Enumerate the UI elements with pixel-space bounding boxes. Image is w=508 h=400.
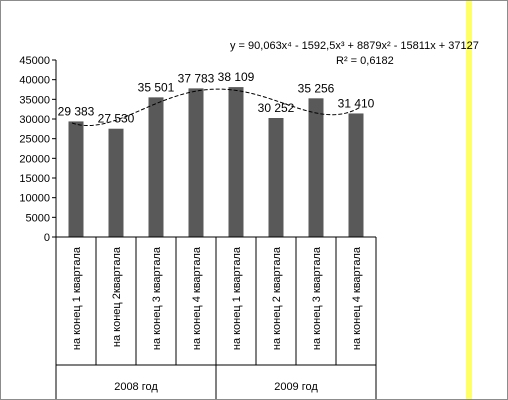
bar (228, 87, 244, 237)
y-tick-label: 10000 (19, 193, 50, 205)
y-tick-label: 15000 (19, 173, 50, 185)
x-tick-label: на конец 3 квартала (311, 246, 323, 350)
bar-value-label: 27 530 (98, 112, 135, 126)
y-tick-label: 35000 (19, 94, 50, 106)
bar (188, 88, 204, 237)
x-tick-label: на конец 1 квартала (231, 246, 243, 350)
y-tick-label: 25000 (19, 134, 50, 146)
bar-value-label: 35 501 (138, 80, 175, 94)
x-group-label: 2009 год (274, 381, 318, 393)
bar-value-label: 35 256 (298, 81, 335, 95)
bar-value-label: 37 783 (178, 71, 215, 85)
bars (68, 87, 364, 237)
x-tick-label: на конец 4 квартала (351, 246, 363, 350)
bar (308, 98, 324, 237)
y-axis: 0 5000 10000 15000 20000 25000 30000 35000 40000… (19, 55, 57, 244)
x-tick-label: на конец 4 квартала (191, 246, 203, 350)
y-tick-label: 30000 (19, 114, 50, 126)
x-tick-label: на конец 2квартала (111, 246, 123, 347)
y-tick-label: 40000 (19, 75, 50, 87)
y-tick-label: 45000 (19, 55, 50, 67)
bar (68, 121, 84, 237)
x-tick-label: на конец 3 квартала (151, 246, 163, 350)
y-tick-label: 0 (44, 232, 50, 244)
trendline-equation: y = 90,063x⁴ - 1592,5x³ + 8879x² - 15811… (230, 40, 479, 52)
bar (348, 113, 364, 237)
y-tick-label: 5000 (26, 212, 50, 224)
y-tick-label: 20000 (19, 153, 50, 165)
bar-value-label: 29 383 (58, 104, 95, 118)
x-tick-label: на конец 2 квартала (271, 246, 283, 350)
x-axis: на конец 1 квартала на конец 2квартала на … (55, 236, 377, 399)
bar (268, 118, 284, 237)
bar-value-label: 30 252 (258, 101, 295, 115)
x-tick-label: на конец 1 квартала (71, 246, 83, 350)
bar (148, 97, 164, 237)
trendline-r-squared: R² = 0,6182 (336, 55, 394, 67)
trendline (71, 88, 361, 127)
bar (108, 128, 124, 237)
x-group-label: 2008 год (114, 381, 158, 393)
right-highlight-stripe (466, 1, 472, 399)
bar-value-label: 38 109 (218, 70, 255, 84)
bar-value-label: 31 410 (338, 96, 375, 110)
